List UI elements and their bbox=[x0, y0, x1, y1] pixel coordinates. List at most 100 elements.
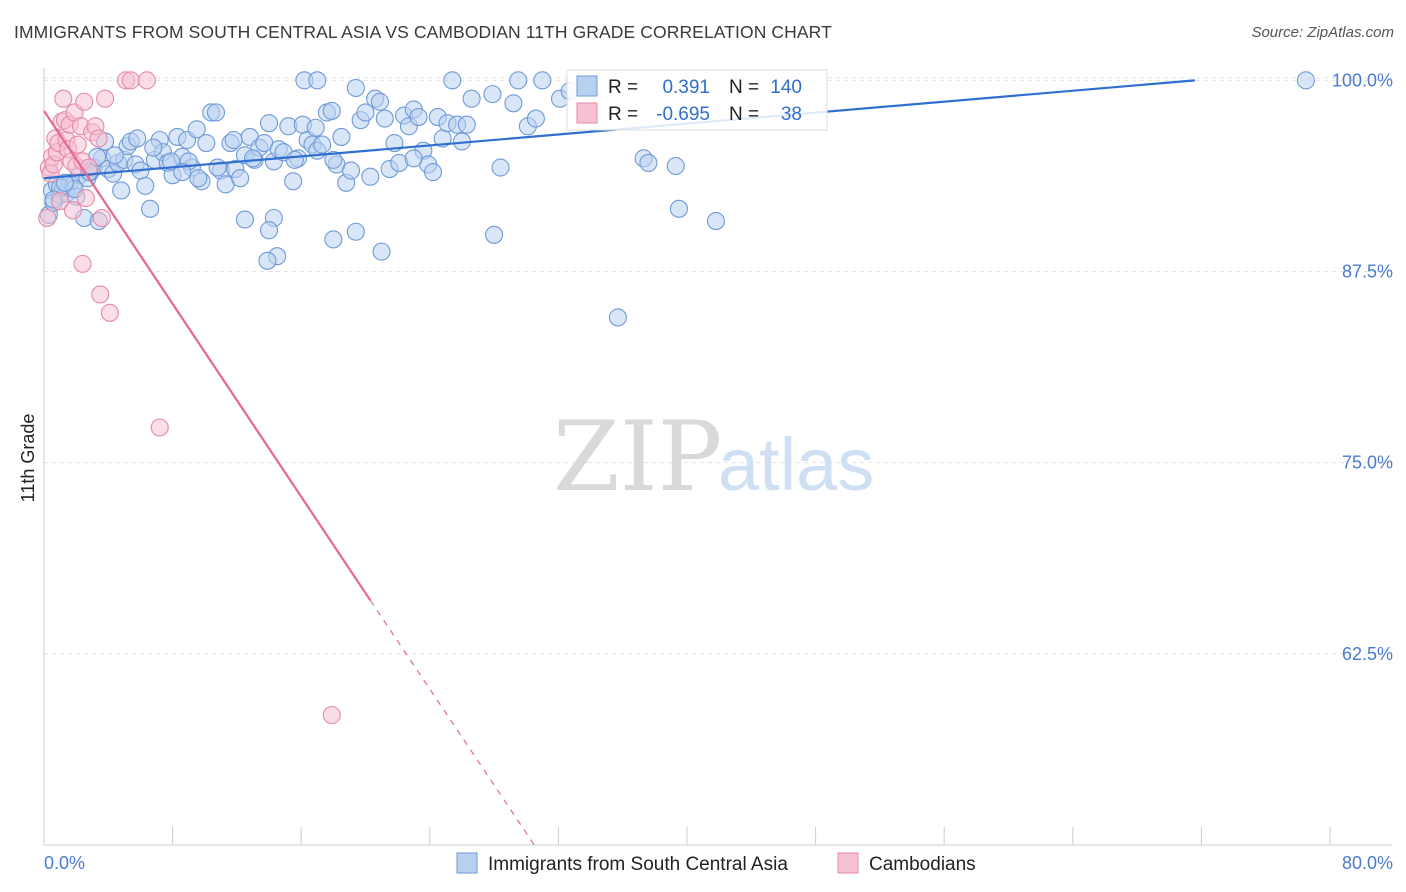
point-immigrants bbox=[285, 150, 304, 169]
point-cambodians bbox=[75, 92, 94, 111]
point-immigrants bbox=[356, 103, 375, 122]
point-cambodians bbox=[92, 208, 111, 228]
y-tick-label: 87.5% bbox=[1342, 262, 1393, 282]
point-cambodians bbox=[322, 705, 341, 725]
watermark: ZIP atlas bbox=[553, 401, 874, 513]
point-immigrants bbox=[144, 138, 163, 157]
point-immigrants bbox=[324, 230, 343, 249]
point-cambodians bbox=[96, 89, 115, 108]
point-immigrants bbox=[346, 222, 365, 241]
point-cambodians bbox=[54, 89, 73, 108]
legend-blue-n-label: N = bbox=[729, 77, 759, 98]
point-immigrants bbox=[259, 114, 279, 133]
point-immigrants bbox=[491, 158, 510, 177]
point-immigrants bbox=[639, 153, 658, 172]
point-immigrants bbox=[361, 167, 380, 186]
point-cambodians bbox=[38, 208, 57, 228]
point-immigrants bbox=[483, 85, 502, 104]
point-immigrants bbox=[105, 146, 124, 165]
legend-blue-n-value: 140 bbox=[770, 77, 802, 98]
point-immigrants bbox=[231, 169, 250, 188]
trend-line-cambodians-extrapolated bbox=[369, 599, 535, 846]
legend-item-immigrants-swatch bbox=[456, 852, 478, 874]
point-immigrants bbox=[112, 181, 131, 200]
point-immigrants bbox=[235, 210, 254, 229]
point-immigrants bbox=[332, 127, 351, 146]
point-immigrants bbox=[509, 71, 528, 90]
y-tick-label: 100.0% bbox=[1332, 70, 1393, 90]
legend-stats: R = 0.391 N = 140 R = -0.695 N = 38 bbox=[566, 69, 828, 131]
point-immigrants bbox=[189, 169, 208, 188]
point-immigrants bbox=[341, 161, 361, 180]
point-immigrants bbox=[375, 109, 394, 128]
point-immigrants bbox=[666, 156, 685, 176]
watermark-atlas: atlas bbox=[718, 423, 874, 506]
point-immigrants bbox=[308, 71, 327, 90]
source-label: Source: ZipAtlas.com bbox=[1251, 24, 1394, 41]
point-immigrants bbox=[443, 71, 462, 90]
point-immigrants bbox=[462, 89, 481, 108]
y-tick-label: 75.0% bbox=[1342, 453, 1393, 473]
x-tick-label-max: 80.0% bbox=[1342, 853, 1393, 873]
point-immigrants bbox=[128, 129, 147, 148]
point-immigrants bbox=[485, 225, 504, 244]
point-immigrants bbox=[324, 150, 343, 169]
point-cambodians bbox=[150, 418, 169, 437]
legend-blue-r-label: R = bbox=[608, 77, 638, 98]
legend-item-immigrants: Immigrants from South Central Asia bbox=[488, 854, 788, 875]
point-immigrants bbox=[313, 135, 332, 154]
legend-blue-swatch bbox=[576, 75, 598, 97]
legend-pink-n-label: N = bbox=[729, 104, 759, 125]
point-immigrants bbox=[526, 109, 545, 128]
legend-pink-r-value: -0.695 bbox=[656, 104, 710, 125]
x-tick-labels: 0.0% 80.0% bbox=[44, 853, 1393, 873]
legend-blue-r-value: 0.391 bbox=[662, 77, 710, 98]
point-immigrants bbox=[504, 94, 523, 113]
point-cambodians bbox=[89, 129, 108, 148]
point-cambodians bbox=[51, 192, 70, 211]
legend-item-cambodians: Cambodians bbox=[869, 854, 976, 875]
point-immigrants bbox=[322, 101, 341, 120]
point-immigrants bbox=[409, 108, 428, 127]
point-cambodians bbox=[68, 135, 87, 154]
point-immigrants bbox=[423, 163, 443, 182]
legend-pink-swatch bbox=[576, 102, 598, 124]
point-immigrants bbox=[306, 118, 325, 137]
legend-pink-n-value: 38 bbox=[781, 104, 802, 125]
point-immigrants bbox=[404, 149, 423, 168]
legend-pink-r-label: R = bbox=[608, 104, 638, 125]
y-tick-labels: 62.5% 75.0% 87.5% 100.0% bbox=[1332, 70, 1393, 663]
point-immigrants bbox=[457, 115, 476, 134]
point-cambodians bbox=[121, 71, 140, 90]
axes bbox=[43, 68, 1392, 846]
point-immigrants bbox=[706, 211, 725, 231]
trend-line-cambodians bbox=[43, 110, 372, 601]
legend-series: Immigrants from South Central Asia Cambo… bbox=[456, 852, 976, 875]
watermark-zip: ZIP bbox=[553, 401, 722, 513]
x-tick-label-min: 0.0% bbox=[44, 853, 85, 873]
point-immigrants bbox=[136, 176, 155, 195]
point-immigrants bbox=[258, 251, 277, 270]
point-immigrants bbox=[243, 149, 263, 168]
point-immigrants bbox=[208, 158, 227, 177]
point-cambodians bbox=[76, 189, 95, 208]
point-immigrants bbox=[669, 199, 689, 218]
point-immigrants bbox=[55, 173, 74, 192]
point-immigrants bbox=[370, 92, 390, 111]
point-cambodians bbox=[91, 285, 110, 304]
y-tick-label: 62.5% bbox=[1342, 644, 1393, 664]
legend-stats-box bbox=[566, 69, 828, 131]
point-cambodians bbox=[100, 303, 119, 322]
point-immigrants bbox=[608, 308, 627, 327]
point-immigrants bbox=[259, 221, 279, 240]
point-immigrants bbox=[141, 199, 160, 218]
y-axis-label: 11th Grade bbox=[18, 414, 38, 503]
point-immigrants bbox=[1296, 71, 1315, 90]
point-immigrants bbox=[284, 172, 303, 191]
grid-lines bbox=[44, 77, 1392, 655]
point-immigrants bbox=[372, 242, 391, 261]
point-immigrants bbox=[533, 71, 552, 90]
point-cambodians bbox=[63, 201, 82, 220]
legend-item-cambodians-swatch bbox=[837, 852, 859, 874]
